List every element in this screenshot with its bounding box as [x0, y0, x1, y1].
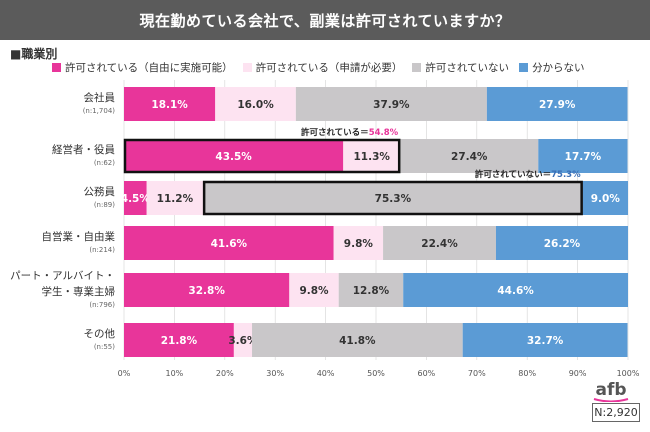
legend-label: 許可されている（申請が必要）	[255, 62, 403, 74]
bar-segment	[338, 273, 404, 307]
x-tick-label: 30%	[266, 369, 284, 378]
bar-segment	[462, 323, 628, 357]
category-n-label: (n:89)	[94, 201, 115, 209]
bar-segment	[124, 273, 290, 307]
x-tick-label: 60%	[418, 369, 436, 378]
data-label: 75.3%	[375, 193, 412, 205]
data-label: 43.5%	[215, 151, 252, 163]
bar-segment	[124, 181, 147, 215]
bar-segment	[333, 226, 384, 260]
category-label: 経営者・役員	[52, 143, 115, 156]
bar-segment	[495, 226, 628, 260]
x-tick-label: 20%	[216, 369, 234, 378]
data-label: 27.9%	[539, 99, 576, 111]
data-label: 41.6%	[211, 238, 248, 250]
category-n-label: (n:1,704)	[83, 107, 116, 115]
x-tick-label: 40%	[317, 369, 335, 378]
category-label: 会社員	[84, 91, 116, 104]
category-label: 自営業・自由業	[42, 230, 116, 243]
x-tick-label: 70%	[468, 369, 486, 378]
data-label: 41.8%	[339, 335, 376, 347]
bar-segment	[538, 139, 628, 173]
annotation-label: 許可されている＝54.8%	[301, 127, 399, 138]
annotation-value: 54.8%	[369, 128, 399, 138]
data-label: 4.5%	[121, 193, 151, 205]
bar-segment	[403, 273, 628, 307]
category-label: その他	[84, 327, 116, 340]
x-tick-label: 90%	[569, 369, 587, 378]
highlight-box	[202, 180, 583, 216]
data-label: 3.6%	[228, 335, 258, 347]
annotation-label: 許可されていない＝75.3%	[475, 169, 581, 180]
legend-swatch	[519, 63, 529, 72]
bar-segment	[233, 323, 253, 357]
x-tick-label: 50%	[367, 369, 385, 378]
bar-segment	[124, 323, 234, 357]
bar-segment	[289, 273, 339, 307]
category-label: 公務員	[84, 185, 116, 198]
data-label: 32.7%	[527, 335, 564, 347]
logo-text: afb	[595, 380, 626, 400]
category-n-label: (n:214)	[89, 246, 115, 254]
category-label: 学生・専業主婦	[42, 285, 116, 298]
x-tick-label: 10%	[166, 369, 184, 378]
legend-swatch	[412, 63, 422, 72]
x-tick-label: 80%	[518, 369, 536, 378]
bar-segment	[252, 323, 463, 357]
category-label: パート・アルバイト・	[10, 270, 115, 282]
data-label: 9.8%	[344, 238, 374, 250]
data-label: 12.8%	[353, 285, 390, 297]
afb-logo: afb	[593, 380, 629, 402]
chart-title: 現在勤めている会社で、副業は許可されていますか？	[0, 0, 650, 40]
legend-label: 分からない	[532, 62, 585, 74]
bar-segment	[215, 87, 296, 121]
x-tick-label: 0%	[118, 369, 131, 378]
legend-swatch	[52, 63, 61, 72]
bar-segment	[124, 226, 334, 260]
category-n-label: (n:796)	[89, 301, 115, 309]
data-label: 11.3%	[353, 151, 390, 163]
data-label: 37.9%	[373, 99, 410, 111]
logo-swoosh	[593, 398, 629, 402]
data-label: 22.4%	[421, 238, 458, 250]
bar-segment	[124, 87, 216, 121]
bar-segment	[400, 139, 539, 173]
data-label: 11.2%	[157, 193, 194, 205]
data-label: 26.2%	[544, 238, 581, 250]
legend-item: 分からない	[519, 60, 585, 75]
data-label: 9.8%	[299, 285, 329, 297]
bar-segment	[486, 87, 628, 121]
highlight-box	[123, 138, 401, 174]
legend-swatch	[242, 63, 252, 72]
bar-segment	[146, 181, 204, 215]
bar-segment	[295, 87, 487, 121]
bar-segment	[124, 139, 344, 173]
bar-segment	[203, 181, 583, 215]
sample-size-label: N:2,920	[592, 403, 640, 422]
legend-label: 許可されている（自由に実施可能）	[65, 62, 233, 74]
legend: 許可されている（自由に実施可能） 許可されている（申請が必要） 許可されていない…	[52, 60, 595, 75]
data-label: 44.6%	[497, 285, 534, 297]
data-label: 27.4%	[451, 151, 488, 163]
data-label: 18.1%	[151, 99, 188, 111]
bar-segment	[582, 181, 628, 215]
annotation-value: 75.3%	[551, 170, 581, 180]
data-label: 16.0%	[237, 99, 274, 111]
data-label: 21.8%	[161, 335, 198, 347]
category-n-label: (n:62)	[94, 159, 115, 167]
data-label: 9.0%	[591, 193, 621, 205]
x-tick-label: 100%	[617, 369, 640, 378]
bar-segment	[343, 139, 401, 173]
legend-item: 許可されている（自由に実施可能）	[52, 60, 233, 75]
legend-item: 許可されていない	[412, 60, 509, 75]
data-label: 17.7%	[565, 151, 602, 163]
bar-segment	[383, 226, 496, 260]
category-n-label: (n:55)	[94, 343, 115, 351]
legend-item: 許可されている（申請が必要）	[242, 60, 403, 75]
legend-label: 許可されていない	[425, 62, 510, 74]
data-label: 32.8%	[188, 285, 225, 297]
chart-subtitle: ■職業別	[10, 47, 58, 61]
